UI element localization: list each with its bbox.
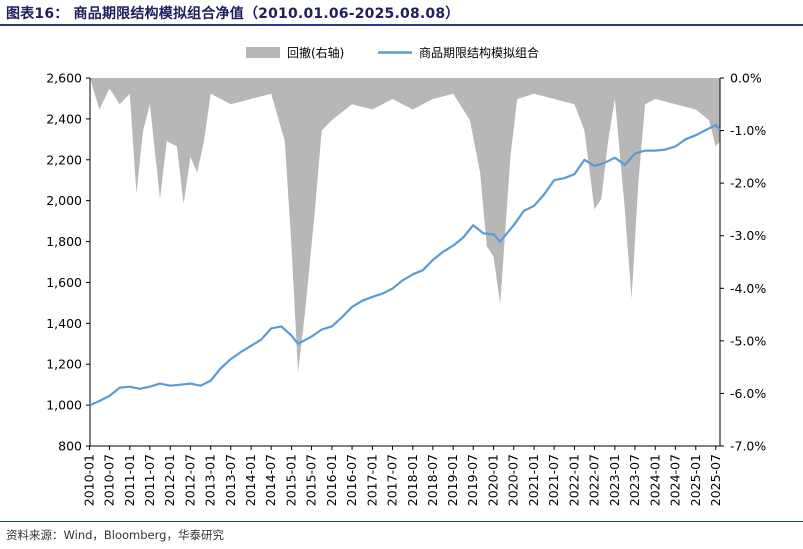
right-tick-label: -4.0% xyxy=(730,281,766,296)
left-tick-label: 1,000 xyxy=(46,398,82,413)
x-tick-label: 2015-01 xyxy=(284,454,299,506)
x-tick-label: 2024-01 xyxy=(647,454,662,506)
right-tick-label: -2.0% xyxy=(730,176,766,191)
legend-swatch-drawdown xyxy=(246,47,280,58)
x-tick-label: 2012-01 xyxy=(162,454,177,506)
nav-line-layer xyxy=(89,123,721,407)
legend-label-nav: 商品期限结构模拟组合 xyxy=(419,45,539,60)
x-tick-label: 2015-07 xyxy=(304,454,319,506)
x-tick-label: 2025-07 xyxy=(708,454,723,506)
x-tick-label: 2016-01 xyxy=(324,454,339,506)
right-tick-label: -1.0% xyxy=(730,123,766,138)
figure-title: 图表16： 商品期限结构模拟组合净值（2010.01.06-2025.08.08… xyxy=(6,6,460,22)
nav-line xyxy=(89,123,721,407)
x-tick-label: 2018-01 xyxy=(405,454,420,506)
left-tick-label: 1,800 xyxy=(46,234,82,249)
x-tick-label: 2025-01 xyxy=(688,454,703,506)
x-tick-label: 2021-01 xyxy=(526,454,541,506)
right-tick-label: 0.0% xyxy=(730,71,762,86)
x-tick-label: 2011-07 xyxy=(142,454,157,506)
x-tick-label: 2017-07 xyxy=(384,454,399,506)
x-tick-label: 2013-07 xyxy=(223,454,238,506)
left-tick-label: 800 xyxy=(58,439,82,454)
x-tick-label: 2017-01 xyxy=(364,454,379,506)
x-tick-label: 2020-01 xyxy=(486,454,501,506)
left-tick-label: 1,400 xyxy=(46,316,82,331)
x-tick-label: 2014-01 xyxy=(243,454,258,506)
axes: 2,600 2,400 2,200 2,000 1,800 1,600 1,400 1,200… xyxy=(46,71,766,507)
source-note: 资料来源：Wind，Bloomberg，华泰研究 xyxy=(6,528,224,542)
legend-label-drawdown: 回撤(右轴) xyxy=(287,45,344,60)
x-tick-label: 2011-01 xyxy=(122,454,137,506)
x-tick-label: 2024-07 xyxy=(667,454,682,506)
left-tick-label: 2,600 xyxy=(46,71,82,86)
left-tick-label: 1,200 xyxy=(46,357,82,372)
left-tick-label: 2,200 xyxy=(46,152,82,167)
drawdown-area-layer xyxy=(90,78,720,373)
x-tick-label: 2022-07 xyxy=(587,454,602,506)
x-tick-label: 2016-07 xyxy=(344,454,359,506)
x-tick-label: 2019-01 xyxy=(445,454,460,506)
x-tick-label: 2023-07 xyxy=(627,454,642,506)
x-tick-label: 2022-01 xyxy=(567,454,582,506)
right-tick-label: -6.0% xyxy=(730,386,766,401)
left-tick-label: 2,400 xyxy=(46,111,82,126)
x-tick-label: 2021-07 xyxy=(546,454,561,506)
legend: 回撤(右轴) 商品期限结构模拟组合 xyxy=(246,45,539,60)
x-tick-label: 2010-01 xyxy=(81,454,96,506)
title-rule xyxy=(0,24,803,26)
right-tick-label: -5.0% xyxy=(730,333,766,348)
x-tick-label: 2013-01 xyxy=(203,454,218,506)
x-tick-label: 2020-07 xyxy=(506,454,521,506)
left-tick-label: 2,000 xyxy=(46,193,82,208)
x-tick-label: 2018-07 xyxy=(425,454,440,506)
x-tick-label: 2019-07 xyxy=(465,454,480,506)
x-tick-label: 2012-07 xyxy=(182,454,197,506)
x-tick-label: 2023-01 xyxy=(607,454,622,506)
left-tick-label: 1,600 xyxy=(46,275,82,290)
x-tick-label: 2014-07 xyxy=(263,454,278,506)
right-tick-label: -7.0% xyxy=(730,439,766,454)
right-tick-label: -3.0% xyxy=(730,228,766,243)
source-rule xyxy=(0,521,803,522)
x-tick-label: 2010-07 xyxy=(102,454,117,506)
drawdown-area xyxy=(90,78,720,373)
